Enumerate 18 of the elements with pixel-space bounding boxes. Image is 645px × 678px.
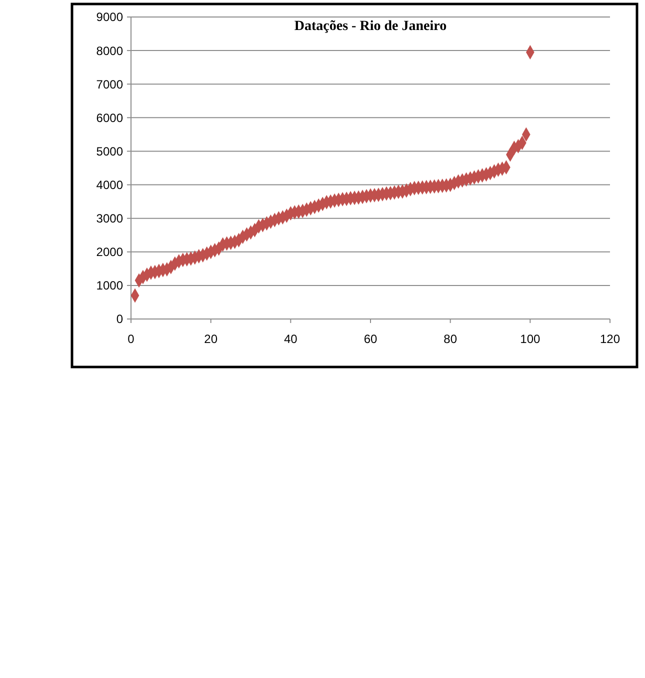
y-tick-label: 7000 xyxy=(96,77,124,92)
y-tick-label: 4000 xyxy=(96,178,124,192)
x-tick-label: 80 xyxy=(444,332,458,346)
y-tick-label: 2000 xyxy=(96,245,124,260)
y-tick-label: 0 xyxy=(116,312,124,326)
chart-title: Datações - Rio de Janeiro xyxy=(294,19,447,34)
y-tick-label: 3000 xyxy=(96,212,124,226)
y-tick-label: 1000 xyxy=(96,278,124,293)
x-tick-label: 40 xyxy=(284,332,298,346)
y-tick-label: 9000 xyxy=(96,10,124,24)
y-tick-label: 5000 xyxy=(96,144,124,158)
x-tick-label: 20 xyxy=(204,332,218,346)
y-tick-label: 8000 xyxy=(96,44,124,58)
x-tick-label: 60 xyxy=(364,332,378,346)
y-tick-label: 6000 xyxy=(96,110,124,125)
x-tick-label: 0 xyxy=(128,332,135,346)
x-tick-label: 120 xyxy=(600,332,620,346)
x-tick-label: 100 xyxy=(520,332,540,346)
